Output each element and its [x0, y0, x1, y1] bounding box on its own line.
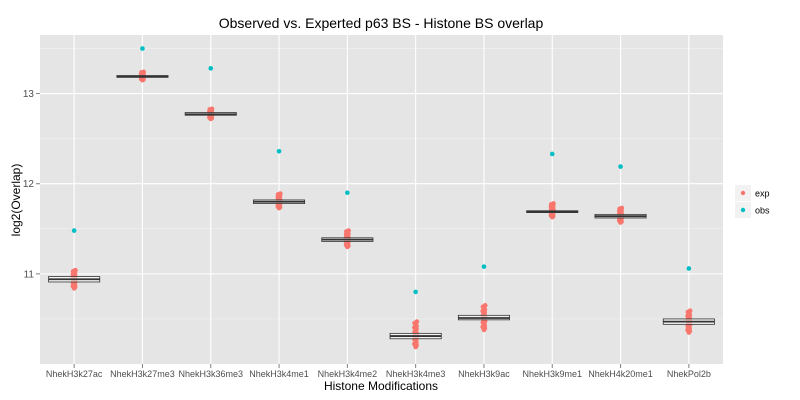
obs-point — [276, 148, 282, 154]
x-axis-ticks: NhekH3k27ac NhekH3k27me3 NhekH3k36me3 NhekH… — [46, 364, 711, 379]
y-tick-label: 13 — [23, 89, 35, 100]
legend-key-obs — [740, 207, 746, 213]
x-tick-label: NhekH3k27ac — [46, 369, 103, 379]
x-tick-label: NhekH3k9me1 — [522, 369, 582, 379]
x-tick-label: NhekH4k20me1 — [588, 369, 653, 379]
legend-key-exp — [740, 190, 746, 196]
exp-point — [277, 191, 283, 197]
exp-point — [346, 228, 351, 233]
x-tick-label: NhekH3k36me3 — [178, 369, 243, 379]
y-axis-title: log2(Overlap) — [9, 164, 23, 237]
obs-point — [481, 264, 487, 269]
obs-point — [549, 151, 555, 157]
exp-point — [414, 319, 420, 325]
legend-label-exp: exp — [755, 189, 770, 199]
obs-point — [71, 228, 77, 233]
obs-point — [686, 266, 692, 271]
x-tick-label: NhekH3k4me3 — [386, 369, 446, 379]
legend: exp obs — [735, 185, 770, 218]
box-series-exp — [48, 69, 715, 350]
obs-point — [208, 66, 214, 71]
obs-point — [618, 164, 623, 169]
x-tick-label: NhekH3k27me3 — [110, 369, 175, 379]
x-tick-label: NhekH3k4me2 — [318, 369, 378, 379]
exp-point — [482, 303, 488, 308]
y-axis-ticks: 11 12 13 — [23, 89, 40, 280]
y-tick-label: 12 — [23, 179, 35, 190]
exp-point — [141, 69, 147, 75]
chart-title: Observed vs. Experted p63 BS - Histone B… — [219, 15, 544, 31]
obs-point — [140, 46, 145, 51]
exp-point — [619, 205, 625, 211]
x-tick-label: NhekH3k9ac — [458, 369, 510, 379]
exp-point — [209, 106, 215, 112]
legend-label-obs: obs — [755, 206, 770, 216]
exp-point — [551, 201, 556, 206]
minor-gridlines — [40, 48, 723, 320]
x-axis-title: Histone Modifications — [324, 379, 438, 393]
exp-point — [687, 308, 693, 314]
point-series-obs — [71, 46, 692, 295]
obs-point — [345, 190, 350, 196]
y-tick-label: 11 — [24, 269, 35, 280]
exp-point — [72, 267, 78, 273]
x-tick-label: NhekPol2b — [667, 369, 711, 379]
x-tick-label: NhekH3k4me1 — [249, 369, 309, 379]
plot-panel — [40, 35, 723, 364]
obs-point — [413, 289, 418, 295]
